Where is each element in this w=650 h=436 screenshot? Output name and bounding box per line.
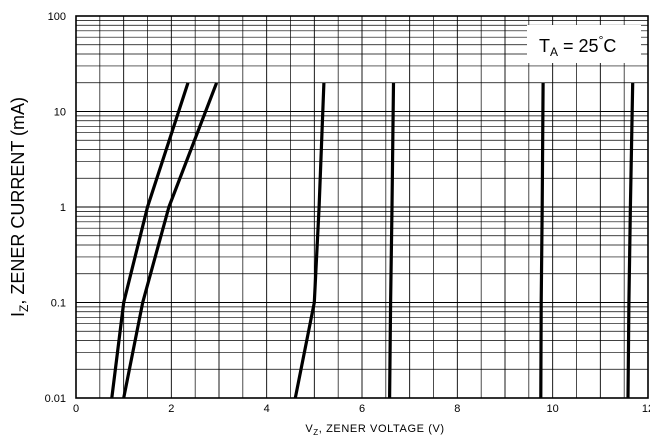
temperature-annotation: TA = 25°C: [527, 25, 641, 63]
y-tick-label: 0.1: [51, 298, 66, 310]
y-tick-label: 10: [54, 107, 66, 119]
x-tick-label: 4: [264, 403, 270, 415]
x-axis-title: VZ, ZENER VOLTAGE (V): [305, 423, 444, 436]
zener-curve: [388, 82, 396, 399]
zener-curve: [626, 82, 635, 399]
zener-curve: [122, 82, 219, 399]
y-axis-title-rest: , ZENER CURRENT (mA): [8, 97, 28, 305]
x-tick-label: 2: [168, 403, 174, 415]
x-axis-title-rest: , ZENER VOLTAGE (V): [319, 423, 445, 435]
annotation-text: TA = 25°C: [539, 33, 616, 59]
x-tick-label: 12: [642, 403, 650, 415]
annotation-unit: C: [603, 36, 616, 56]
series-group: [110, 82, 635, 399]
y-tick-label: 1: [60, 202, 66, 214]
y-axis-title-sub: Z: [17, 305, 31, 312]
annotation-box: [527, 25, 641, 63]
y-tick-label: 100: [48, 11, 66, 23]
annotation-main: T: [539, 36, 550, 56]
x-tick-labels: 0 2 4 6 8 10 12: [73, 403, 650, 415]
y-tick-label: 0.01: [45, 393, 66, 405]
annotation-sub: A: [550, 45, 558, 59]
x-tick-label: 10: [547, 403, 559, 415]
zener-curve: [110, 82, 190, 399]
x-tick-label: 6: [359, 403, 365, 415]
zener-curve: [539, 82, 545, 399]
zener-curve: [293, 82, 326, 399]
y-axis-title-main: I: [8, 312, 28, 317]
plot-frame: [75, 15, 649, 399]
x-tick-label: 0: [73, 403, 79, 415]
annotation-degree: °: [599, 33, 604, 47]
x-axis-title-main: V: [305, 423, 313, 435]
x-axis-title-sub: Z: [313, 428, 319, 436]
annotation-rest: = 25: [558, 36, 599, 56]
x-tick-label: 8: [454, 403, 460, 415]
grid: [76, 16, 648, 398]
y-axis-title: IZ, ZENER CURRENT (mA): [8, 97, 31, 317]
y-tick-labels: 0.01 0.1 1 10 100: [45, 11, 66, 405]
